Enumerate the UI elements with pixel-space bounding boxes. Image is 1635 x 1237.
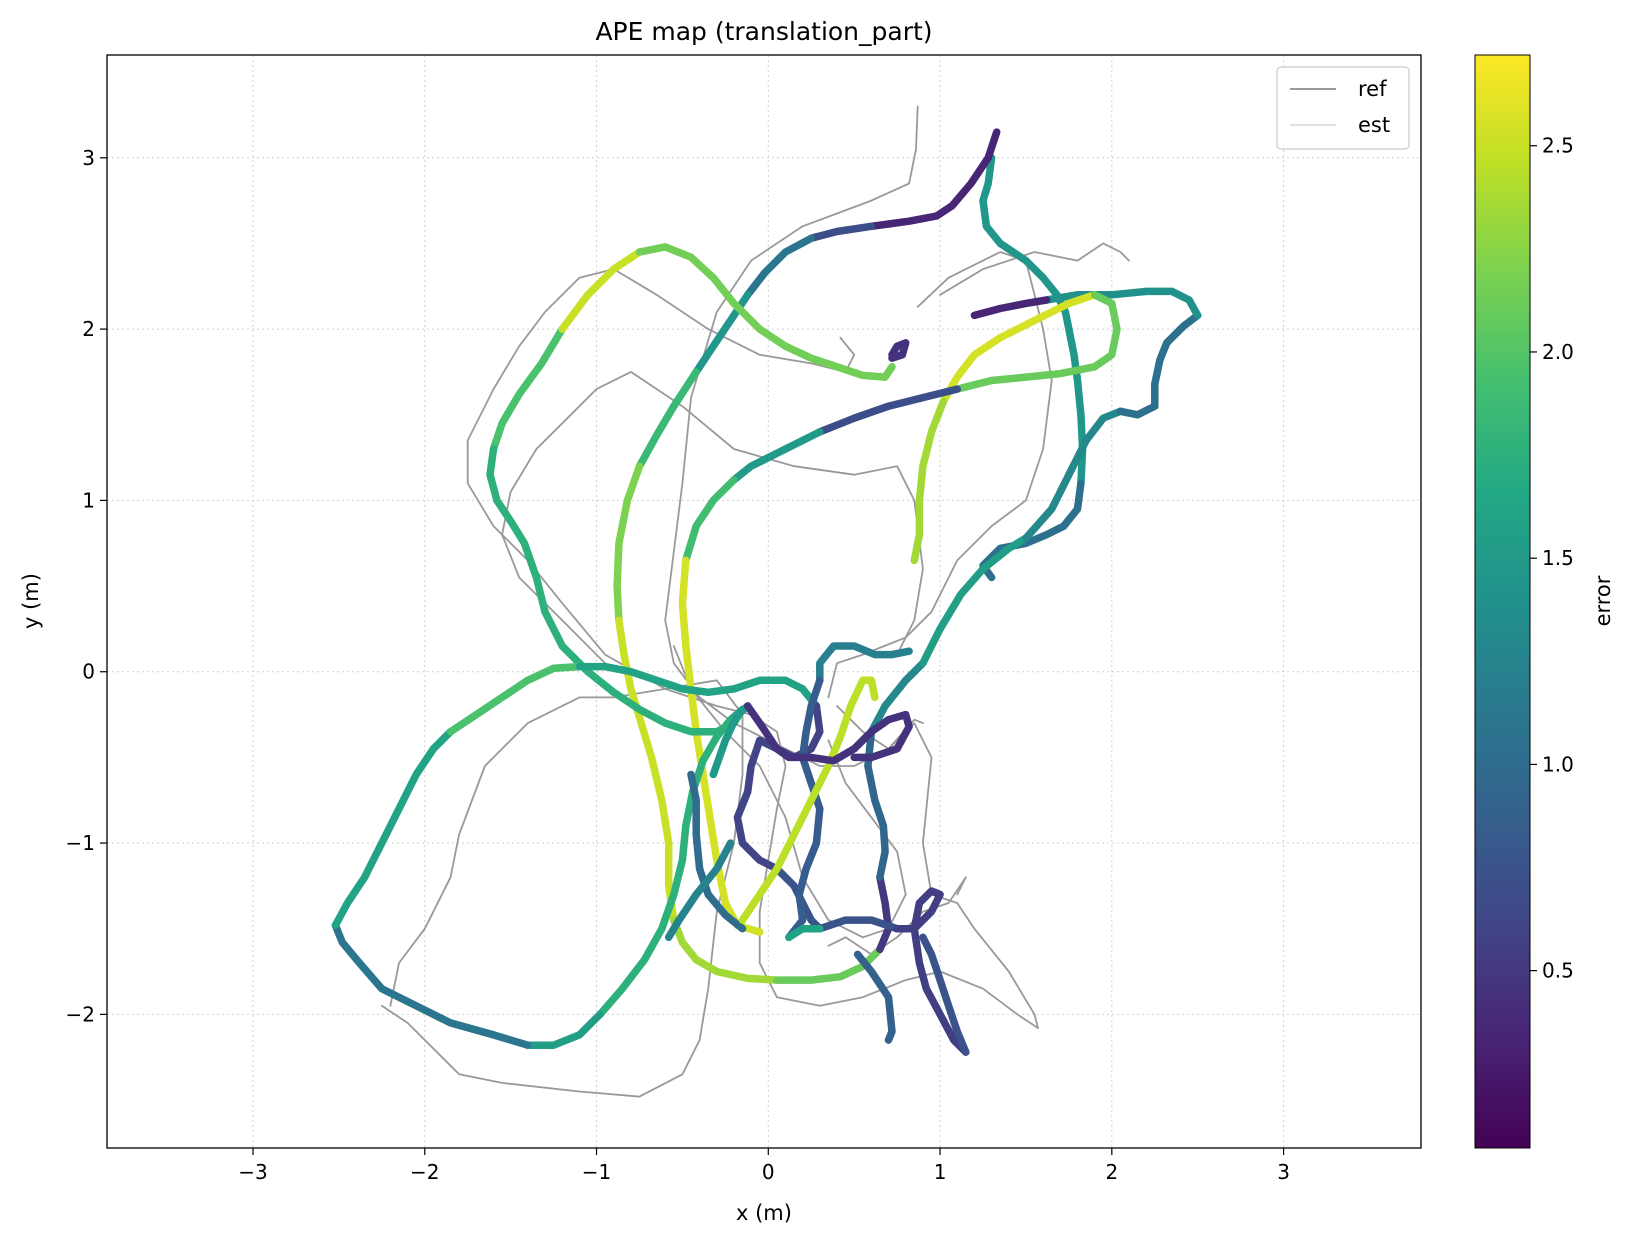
ref-path bbox=[672, 645, 907, 939]
est-error-path bbox=[867, 128, 1001, 231]
colorbar-ticks: 0.5 1.0 1.5 2.0 2.5 bbox=[1530, 134, 1574, 983]
x-tick-label: 2 bbox=[1105, 1160, 1118, 1184]
est-error-path bbox=[816, 385, 961, 436]
est-error-path bbox=[558, 248, 644, 333]
colorbar-tick-label: 1.5 bbox=[1542, 546, 1574, 570]
est-error-path bbox=[1116, 311, 1202, 419]
est-error-path bbox=[635, 368, 700, 470]
est-error-path bbox=[743, 234, 815, 299]
est-error-path bbox=[773, 945, 884, 984]
legend-label-est: est bbox=[1358, 113, 1390, 137]
est-error-path bbox=[893, 887, 970, 1056]
est-error-path bbox=[670, 916, 781, 984]
y-tick-label: 1 bbox=[82, 488, 95, 512]
est-error-path bbox=[785, 676, 824, 942]
est-error-path bbox=[524, 1010, 604, 1049]
y-tick-label: 2 bbox=[82, 317, 95, 341]
est-error-path bbox=[867, 659, 927, 736]
x-tick-label: −2 bbox=[410, 1160, 439, 1184]
est-error-path bbox=[773, 865, 901, 933]
est-error-path bbox=[953, 291, 1121, 393]
est-error-path bbox=[919, 933, 970, 1056]
legend: ref est bbox=[1276, 66, 1410, 150]
est-error-path bbox=[738, 676, 879, 924]
x-tick-label: 3 bbox=[1277, 1160, 1290, 1184]
est-error-path bbox=[1022, 407, 1125, 542]
est-error-path bbox=[664, 839, 735, 942]
est-error-path bbox=[486, 445, 747, 736]
x-tick-label: −1 bbox=[582, 1160, 611, 1184]
est-error-path bbox=[635, 243, 896, 381]
est-error-path bbox=[682, 476, 738, 565]
est-error-path bbox=[613, 462, 644, 625]
plot-area-frame bbox=[106, 54, 1422, 1149]
ref-path bbox=[827, 876, 967, 956]
est-error-path bbox=[970, 296, 1051, 320]
y-tick-label: −1 bbox=[66, 831, 95, 855]
est-error-path bbox=[876, 873, 893, 954]
chart-title: APE map (translation_part) bbox=[595, 17, 932, 46]
est-error-path bbox=[785, 924, 824, 942]
est-error-path bbox=[1042, 287, 1202, 320]
ref-path bbox=[939, 242, 1130, 296]
est-error-path bbox=[816, 642, 913, 685]
est-error-path bbox=[910, 397, 948, 565]
est-error-path bbox=[575, 662, 821, 710]
x-axis-ticks: −3 −2 −1 0 1 2 3 bbox=[238, 1148, 1290, 1184]
colorbar-label: error bbox=[1591, 575, 1615, 626]
x-axis-title: x (m) bbox=[736, 1201, 792, 1225]
est-error-path bbox=[615, 616, 678, 924]
ref-path bbox=[466, 105, 1039, 1029]
legend-label-ref: ref bbox=[1358, 77, 1387, 101]
est-error-path bbox=[888, 339, 910, 362]
x-tick-label: 0 bbox=[762, 1160, 775, 1184]
est-error-path bbox=[596, 705, 747, 1019]
colorbar: 0.5 1.0 1.5 2.0 2.5 error bbox=[1474, 54, 1615, 1149]
y-tick-label: 3 bbox=[82, 146, 95, 170]
est-error-path bbox=[687, 770, 747, 933]
est-error-path bbox=[331, 727, 455, 930]
est-error-path bbox=[743, 702, 913, 765]
colorbar-tick-label: 0.5 bbox=[1542, 959, 1574, 983]
est-error-path bbox=[489, 325, 566, 453]
gridlines bbox=[107, 55, 1421, 1148]
colorbar-tick-label: 2.5 bbox=[1542, 134, 1574, 158]
y-axis-ticks: −2 −1 0 1 2 3 bbox=[66, 146, 107, 1026]
est-error-path bbox=[919, 534, 1030, 667]
est-error-path bbox=[807, 222, 876, 243]
y-tick-label: −2 bbox=[66, 1002, 95, 1026]
est-error-path bbox=[733, 702, 824, 873]
colorbar-tick-label: 2.0 bbox=[1542, 340, 1574, 364]
y-axis-title: y (m) bbox=[19, 573, 43, 629]
x-tick-label: 1 bbox=[934, 1160, 947, 1184]
y-tick-label: 0 bbox=[82, 660, 95, 684]
x-tick-label: −3 bbox=[238, 1160, 267, 1184]
est-error-path bbox=[678, 556, 764, 936]
ref-path bbox=[827, 251, 1053, 699]
colorbar-gradient bbox=[1474, 54, 1531, 1149]
est-trajectory bbox=[331, 128, 1202, 1056]
est-error-path bbox=[709, 702, 752, 779]
est-error-path bbox=[331, 921, 532, 1049]
est-error-path bbox=[939, 291, 1099, 405]
est-error-path bbox=[730, 428, 824, 484]
legend-frame bbox=[1276, 66, 1410, 150]
colorbar-tick-label: 1.0 bbox=[1542, 752, 1574, 776]
est-error-path bbox=[446, 662, 584, 736]
est-error-path bbox=[853, 950, 896, 1044]
ref-path bbox=[380, 679, 744, 1098]
